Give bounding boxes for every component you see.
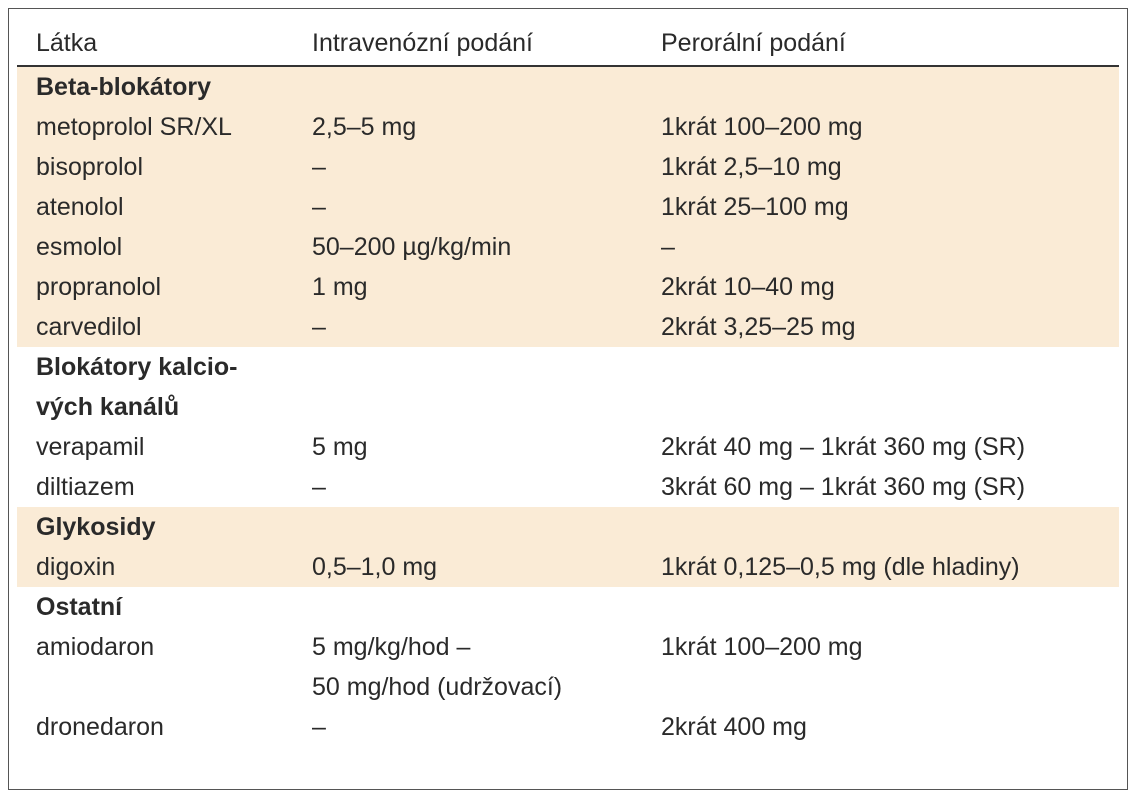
- table-cell: 1krát 2,5–10 mg: [661, 153, 842, 181]
- group-title: vých kanálů: [36, 393, 180, 421]
- table-row: digoxin 0,5–1,0 mg 1krát 0,125–0,5 mg (dle…: [17, 547, 1119, 587]
- table-cell: –: [312, 153, 326, 181]
- cell-line: 50 mg/hod (udržovací): [312, 673, 563, 701]
- row-group: Beta-blokátory metoprolol SR/XL 2,5–5 mg 1k…: [17, 67, 1119, 347]
- table-cell: 1krát 100–200 mg: [661, 633, 863, 661]
- table-cell: 1 mg: [312, 273, 368, 301]
- table-row: atenolol – 1krát 25–100 mg: [17, 187, 1119, 227]
- table-cell: 50–200 µg/kg/min: [312, 233, 512, 261]
- table-cell: bisoprolol: [36, 153, 144, 181]
- table-row: diltiazem – 3krát 60 mg – 1krát 360 mg (SR…: [17, 467, 1119, 507]
- table-cell: 1krát 100–200 mg: [661, 113, 863, 141]
- group-title: Blokátory kalcio-: [36, 353, 238, 381]
- table-body: Beta-blokátory metoprolol SR/XL 2,5–5 mg 1k…: [17, 67, 1119, 747]
- table-cell: –: [312, 313, 326, 341]
- column-header: Intravenózní podání: [312, 29, 533, 57]
- table-cell: atenolol: [36, 193, 124, 221]
- table-cell: dronedaron: [36, 713, 164, 741]
- table-row: metoprolol SR/XL 2,5–5 mg 1krát 100–200 mg: [17, 107, 1119, 147]
- table-cell: 2krát 3,25–25 mg: [661, 313, 856, 341]
- column-header: Látka: [36, 29, 98, 57]
- table-row: bisoprolol – 1krát 2,5–10 mg: [17, 147, 1119, 187]
- table-row: dronedaron – 2krát 400 mg: [17, 707, 1119, 747]
- table-cell: –: [312, 713, 326, 741]
- table-cell: carvedilol: [36, 313, 142, 341]
- table-cell: –: [312, 193, 326, 221]
- table-cell: 2,5–5 mg: [312, 113, 417, 141]
- table-cell: 0,5–1,0 mg: [312, 553, 438, 581]
- table-cell: 1krát 25–100 mg: [661, 193, 849, 221]
- cell-line: 5 mg/kg/hod –: [312, 633, 471, 661]
- table-cell: metoprolol SR/XL: [36, 113, 232, 141]
- table-cell: amiodaron: [36, 633, 155, 661]
- row-group: Ostatní amiodaron 5 mg/kg/hod – 50 mg/hod (…: [17, 587, 1119, 747]
- table-cell: esmolol: [36, 233, 123, 261]
- table-cell: verapamil: [36, 433, 145, 461]
- table-cell: propranolol: [36, 273, 162, 301]
- table-row: propranolol 1 mg 2krát 10–40 mg: [17, 267, 1119, 307]
- table-row: verapamil 5 mg 2krát 40 mg – 1krát 360 mg …: [17, 427, 1119, 467]
- table-row: amiodaron 5 mg/kg/hod – 50 mg/hod (udržova…: [17, 627, 1119, 707]
- table-cell: 1krát 0,125–0,5 mg (dle hladiny): [661, 553, 1020, 581]
- group-title: Glykosidy: [36, 513, 156, 541]
- table-cell: 2krát 40 mg – 1krát 360 mg (SR): [661, 433, 1026, 461]
- table-row: carvedilol – 2krát 3,25–25 mg: [17, 307, 1119, 347]
- table-cell: –: [661, 233, 675, 261]
- table-cell: 2krát 400 mg: [661, 713, 807, 741]
- table-cell: –: [312, 473, 326, 501]
- group-title: Ostatní: [36, 593, 123, 621]
- table-cell: 3krát 60 mg – 1krát 360 mg (SR): [661, 473, 1026, 501]
- column-header: Perorální podání: [661, 29, 846, 57]
- row-group: Blokátory kalcio-vých kanálů verapamil 5 m…: [17, 347, 1119, 507]
- table-header: Látka Intravenózní podání Perorální podání: [17, 9, 1119, 67]
- table-cell: digoxin: [36, 553, 116, 581]
- table-cell: 5 mg/kg/hod – 50 mg/hod (udržovací): [312, 627, 562, 707]
- table-cell: 2krát 10–40 mg: [661, 273, 835, 301]
- table-row: esmolol 50–200 µg/kg/min –: [17, 227, 1119, 267]
- table-cell: diltiazem: [36, 473, 135, 501]
- row-group: Glykosidy digoxin 0,5–1,0 mg 1krát 0,125–0,…: [17, 507, 1119, 587]
- group-title: Beta-blokátory: [36, 73, 212, 101]
- table-cell: 5 mg: [312, 433, 368, 461]
- table: Látka Intravenózní podání Perorální podání…: [8, 8, 1128, 790]
